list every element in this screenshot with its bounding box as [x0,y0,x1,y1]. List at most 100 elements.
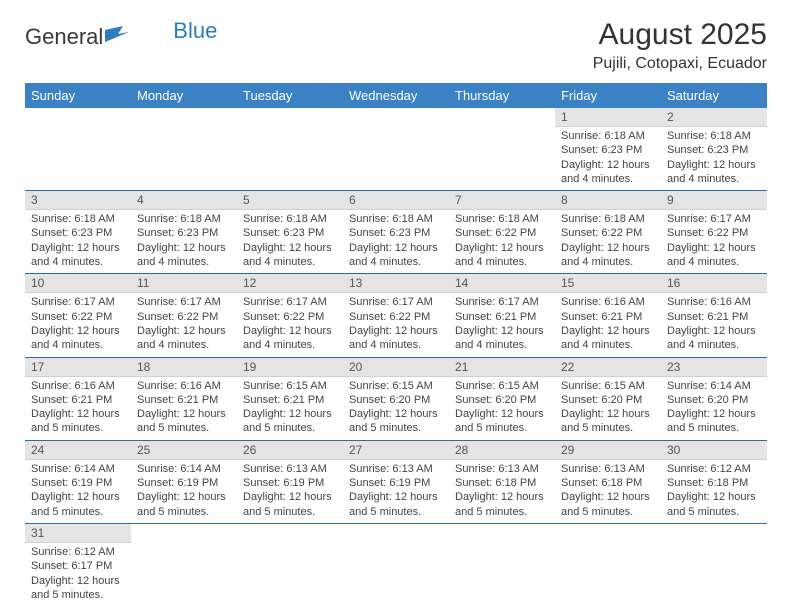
day-number: 24 [25,441,131,460]
day-details: Sunrise: 6:12 AMSunset: 6:17 PMDaylight:… [25,543,131,606]
weekday-header: Friday [555,83,661,108]
day-number: 4 [131,191,237,210]
calendar-cell: 6Sunrise: 6:18 AMSunset: 6:23 PMDaylight… [343,191,449,274]
calendar-cell-empty [555,523,661,606]
calendar-cell-empty [237,108,343,191]
day-details: Sunrise: 6:16 AMSunset: 6:21 PMDaylight:… [25,377,131,440]
location: Pujili, Cotopaxi, Ecuador [593,55,767,73]
day-number: 13 [343,274,449,293]
day-details: Sunrise: 6:13 AMSunset: 6:18 PMDaylight:… [449,460,555,523]
calendar-cell: 5Sunrise: 6:18 AMSunset: 6:23 PMDaylight… [237,191,343,274]
day-details: Sunrise: 6:15 AMSunset: 6:21 PMDaylight:… [237,377,343,440]
calendar-cell: 2Sunrise: 6:18 AMSunset: 6:23 PMDaylight… [661,108,767,191]
calendar-cell: 9Sunrise: 6:17 AMSunset: 6:22 PMDaylight… [661,191,767,274]
calendar-cell: 26Sunrise: 6:13 AMSunset: 6:19 PMDayligh… [237,440,343,523]
calendar-cell: 31Sunrise: 6:12 AMSunset: 6:17 PMDayligh… [25,523,131,606]
day-details: Sunrise: 6:12 AMSunset: 6:18 PMDaylight:… [661,460,767,523]
calendar-cell: 29Sunrise: 6:13 AMSunset: 6:18 PMDayligh… [555,440,661,523]
day-details: Sunrise: 6:18 AMSunset: 6:23 PMDaylight:… [555,127,661,190]
day-number: 9 [661,191,767,210]
calendar-cell-empty [661,523,767,606]
day-details: Sunrise: 6:18 AMSunset: 6:23 PMDaylight:… [237,210,343,273]
calendar-cell: 23Sunrise: 6:14 AMSunset: 6:20 PMDayligh… [661,357,767,440]
day-number: 25 [131,441,237,460]
logo-word1: General [25,24,103,50]
day-number: 16 [661,274,767,293]
calendar-cell: 12Sunrise: 6:17 AMSunset: 6:22 PMDayligh… [237,274,343,357]
calendar-table: SundayMondayTuesdayWednesdayThursdayFrid… [25,83,767,606]
calendar-cell-empty [131,523,237,606]
day-details: Sunrise: 6:18 AMSunset: 6:22 PMDaylight:… [449,210,555,273]
calendar-row: 3Sunrise: 6:18 AMSunset: 6:23 PMDaylight… [25,191,767,274]
calendar-cell-empty [343,523,449,606]
day-details: Sunrise: 6:15 AMSunset: 6:20 PMDaylight:… [343,377,449,440]
calendar-cell-empty [237,523,343,606]
day-number: 1 [555,108,661,127]
calendar-cell-empty [343,108,449,191]
day-number: 15 [555,274,661,293]
day-number: 20 [343,358,449,377]
weekday-header: Saturday [661,83,767,108]
day-number: 27 [343,441,449,460]
month-title: August 2025 [593,18,767,52]
day-details: Sunrise: 6:17 AMSunset: 6:22 PMDaylight:… [661,210,767,273]
calendar-cell: 7Sunrise: 6:18 AMSunset: 6:22 PMDaylight… [449,191,555,274]
calendar-row: 24Sunrise: 6:14 AMSunset: 6:19 PMDayligh… [25,440,767,523]
calendar-cell: 25Sunrise: 6:14 AMSunset: 6:19 PMDayligh… [131,440,237,523]
calendar-row: 10Sunrise: 6:17 AMSunset: 6:22 PMDayligh… [25,274,767,357]
day-number: 3 [25,191,131,210]
header: General Blue August 2025 Pujili, Cotopax… [25,18,767,73]
day-number: 5 [237,191,343,210]
day-number: 14 [449,274,555,293]
day-number: 30 [661,441,767,460]
day-details: Sunrise: 6:18 AMSunset: 6:23 PMDaylight:… [661,127,767,190]
day-details: Sunrise: 6:17 AMSunset: 6:22 PMDaylight:… [237,293,343,356]
calendar-row: 31Sunrise: 6:12 AMSunset: 6:17 PMDayligh… [25,523,767,606]
day-details: Sunrise: 6:15 AMSunset: 6:20 PMDaylight:… [555,377,661,440]
calendar-cell-empty [449,523,555,606]
logo: General Blue [25,18,217,50]
calendar-cell: 28Sunrise: 6:13 AMSunset: 6:18 PMDayligh… [449,440,555,523]
day-details: Sunrise: 6:18 AMSunset: 6:23 PMDaylight:… [25,210,131,273]
calendar-cell: 3Sunrise: 6:18 AMSunset: 6:23 PMDaylight… [25,191,131,274]
weekday-header: Tuesday [237,83,343,108]
day-number: 28 [449,441,555,460]
day-details: Sunrise: 6:16 AMSunset: 6:21 PMDaylight:… [661,293,767,356]
day-number: 29 [555,441,661,460]
calendar-cell: 11Sunrise: 6:17 AMSunset: 6:22 PMDayligh… [131,274,237,357]
day-details: Sunrise: 6:18 AMSunset: 6:23 PMDaylight:… [131,210,237,273]
day-details: Sunrise: 6:14 AMSunset: 6:19 PMDaylight:… [131,460,237,523]
day-number: 31 [25,524,131,543]
calendar-cell: 24Sunrise: 6:14 AMSunset: 6:19 PMDayligh… [25,440,131,523]
calendar-cell-empty [131,108,237,191]
day-number: 19 [237,358,343,377]
day-details: Sunrise: 6:16 AMSunset: 6:21 PMDaylight:… [131,377,237,440]
calendar-cell: 22Sunrise: 6:15 AMSunset: 6:20 PMDayligh… [555,357,661,440]
calendar-cell: 27Sunrise: 6:13 AMSunset: 6:19 PMDayligh… [343,440,449,523]
day-number: 6 [343,191,449,210]
calendar-cell: 8Sunrise: 6:18 AMSunset: 6:22 PMDaylight… [555,191,661,274]
calendar-cell: 14Sunrise: 6:17 AMSunset: 6:21 PMDayligh… [449,274,555,357]
day-number: 22 [555,358,661,377]
day-number: 10 [25,274,131,293]
day-details: Sunrise: 6:17 AMSunset: 6:22 PMDaylight:… [131,293,237,356]
day-details: Sunrise: 6:15 AMSunset: 6:20 PMDaylight:… [449,377,555,440]
day-details: Sunrise: 6:14 AMSunset: 6:19 PMDaylight:… [25,460,131,523]
day-number: 7 [449,191,555,210]
day-details: Sunrise: 6:13 AMSunset: 6:18 PMDaylight:… [555,460,661,523]
day-details: Sunrise: 6:13 AMSunset: 6:19 PMDaylight:… [343,460,449,523]
day-number: 23 [661,358,767,377]
calendar-cell-empty [449,108,555,191]
calendar-cell-empty [25,108,131,191]
logo-word2: Blue [173,18,217,44]
day-details: Sunrise: 6:14 AMSunset: 6:20 PMDaylight:… [661,377,767,440]
weekday-header: Wednesday [343,83,449,108]
day-details: Sunrise: 6:17 AMSunset: 6:22 PMDaylight:… [343,293,449,356]
calendar-cell: 10Sunrise: 6:17 AMSunset: 6:22 PMDayligh… [25,274,131,357]
weekday-header: Thursday [449,83,555,108]
day-number: 2 [661,108,767,127]
day-number: 17 [25,358,131,377]
day-details: Sunrise: 6:13 AMSunset: 6:19 PMDaylight:… [237,460,343,523]
day-number: 26 [237,441,343,460]
day-details: Sunrise: 6:18 AMSunset: 6:23 PMDaylight:… [343,210,449,273]
